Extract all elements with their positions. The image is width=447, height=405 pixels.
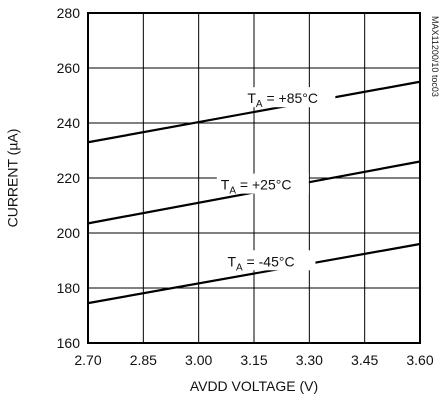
grid bbox=[88, 13, 420, 343]
series-label-bg bbox=[223, 250, 316, 271]
series-label-bg bbox=[243, 87, 336, 108]
figure-code-label: MAX11200/10 toc03 bbox=[430, 16, 440, 97]
y-tick-label: 240 bbox=[57, 115, 81, 131]
y-tick-label: 180 bbox=[57, 280, 81, 296]
y-axis-title: CURRENT (µA) bbox=[5, 129, 21, 228]
series-line bbox=[87, 242, 421, 305]
x-tick-labels: 2.70 2.85 3.00 3.15 3.30 3.45 3.60 bbox=[74, 352, 433, 368]
y-tick-label: 280 bbox=[57, 5, 81, 21]
series-label: TA = +85°C bbox=[247, 90, 318, 110]
x-tick-label: 3.15 bbox=[240, 352, 267, 368]
x-tick-label: 3.30 bbox=[296, 352, 323, 368]
series-label: TA = -45°C bbox=[227, 253, 294, 273]
series-labels: TA = +85°C TA = +25°C TA = -45°C bbox=[216, 87, 336, 273]
x-axis-title: AVDD VOLTAGE (V) bbox=[190, 378, 318, 394]
plot-frame bbox=[87, 12, 421, 344]
x-tick-label: 2.70 bbox=[74, 352, 101, 368]
y-tick-label: 160 bbox=[57, 335, 81, 351]
series-label: TA = +25°C bbox=[221, 177, 292, 197]
series-line bbox=[87, 80, 421, 144]
x-tick-label: 3.60 bbox=[406, 352, 433, 368]
x-tick-label: 2.85 bbox=[130, 352, 157, 368]
y-tick-label: 220 bbox=[57, 170, 81, 186]
y-tick-label: 200 bbox=[57, 225, 81, 241]
y-tick-label: 260 bbox=[57, 60, 81, 76]
x-tick-label: 3.45 bbox=[351, 352, 378, 368]
y-tick-labels: 160 180 200 220 240 260 280 bbox=[57, 5, 81, 351]
series-label-bg bbox=[216, 173, 309, 194]
x-tick-label: 3.00 bbox=[185, 352, 212, 368]
